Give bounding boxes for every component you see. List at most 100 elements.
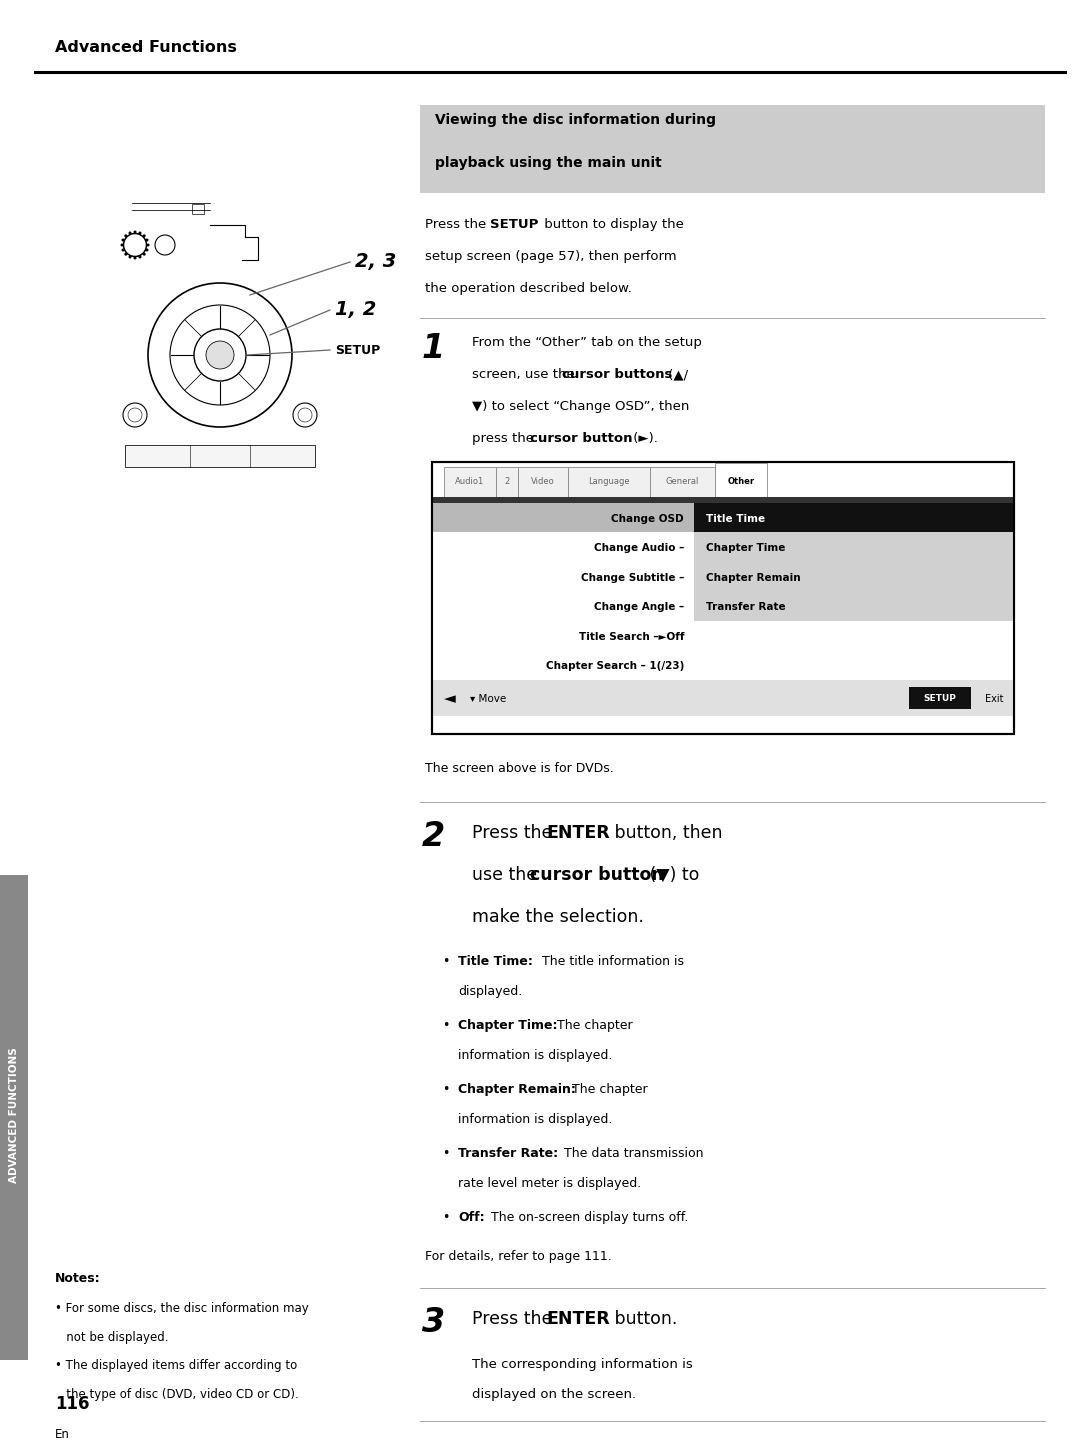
Text: not be displayed.: not be displayed. — [55, 1331, 168, 1344]
Text: Viewing the disc information during: Viewing the disc information during — [435, 113, 716, 127]
Bar — [715, 463, 767, 497]
Bar — [694, 502, 1014, 533]
Text: Transfer Rate: Transfer Rate — [706, 602, 785, 613]
Bar — [432, 502, 694, 533]
Text: Language: Language — [589, 478, 630, 487]
Text: (▼) to: (▼) to — [644, 866, 700, 883]
Text: Press the: Press the — [472, 1310, 558, 1328]
Circle shape — [121, 239, 124, 242]
Text: The on-screen display turns off.: The on-screen display turns off. — [487, 1211, 689, 1224]
Bar — [694, 533, 1014, 562]
Text: screen, use the: screen, use the — [472, 368, 579, 381]
Text: Notes:: Notes: — [55, 1271, 100, 1284]
Circle shape — [138, 232, 141, 235]
Circle shape — [146, 249, 149, 252]
Text: use the: use the — [472, 866, 542, 883]
Circle shape — [134, 230, 136, 233]
Bar — [909, 686, 971, 710]
Text: (►).: (►). — [629, 432, 658, 445]
Text: setup screen (page 57), then perform: setup screen (page 57), then perform — [426, 251, 677, 264]
Text: •: • — [443, 1147, 450, 1160]
Text: The data transmission: The data transmission — [561, 1147, 704, 1160]
Text: 3: 3 — [422, 1306, 445, 1339]
Text: cursor button: cursor button — [530, 866, 664, 883]
Text: Change OSD: Change OSD — [611, 514, 684, 524]
Bar — [444, 468, 496, 497]
Text: SETUP: SETUP — [490, 219, 538, 232]
Text: Transfer Rate:: Transfer Rate: — [458, 1147, 558, 1160]
Text: Chapter Time: Chapter Time — [706, 543, 785, 553]
Bar — [432, 462, 1014, 734]
Bar — [432, 533, 1014, 562]
Text: • For some discs, the disc information may: • For some discs, the disc information m… — [55, 1302, 309, 1315]
Text: The title information is: The title information is — [538, 956, 685, 969]
Text: Off:: Off: — [458, 1211, 485, 1224]
Circle shape — [124, 253, 127, 256]
Bar — [432, 621, 1014, 650]
Text: 2, 3: 2, 3 — [355, 252, 396, 272]
Circle shape — [134, 256, 136, 259]
Text: ▾ Move: ▾ Move — [470, 694, 507, 704]
Text: For details, refer to page 111.: For details, refer to page 111. — [426, 1250, 611, 1263]
Text: the type of disc (DVD, video CD or CD).: the type of disc (DVD, video CD or CD). — [55, 1387, 299, 1400]
Text: •: • — [443, 1083, 450, 1096]
Text: En: En — [55, 1428, 70, 1441]
Text: ENTER: ENTER — [546, 824, 610, 841]
Circle shape — [121, 243, 123, 246]
Circle shape — [138, 255, 141, 259]
Text: Press the: Press the — [472, 824, 558, 841]
Bar — [432, 591, 1014, 621]
Circle shape — [146, 239, 149, 242]
Text: Chapter Remain: Chapter Remain — [706, 573, 800, 582]
Text: The corresponding information is: The corresponding information is — [472, 1358, 692, 1371]
Text: •: • — [443, 956, 450, 969]
Circle shape — [129, 255, 132, 259]
Text: playback using the main unit: playback using the main unit — [435, 156, 662, 169]
Bar — [432, 462, 1014, 734]
Text: SETUP: SETUP — [923, 695, 957, 704]
Bar — [694, 562, 1014, 591]
Text: the operation described below.: the operation described below. — [426, 282, 632, 295]
Circle shape — [143, 235, 146, 237]
Text: Audio1: Audio1 — [456, 478, 485, 487]
Text: Other: Other — [728, 478, 755, 487]
Text: displayed.: displayed. — [458, 985, 523, 998]
Circle shape — [143, 253, 146, 256]
Text: button, then: button, then — [609, 824, 723, 841]
Text: Exit: Exit — [985, 694, 1003, 704]
Text: The chapter: The chapter — [567, 1083, 647, 1096]
Bar — [518, 468, 568, 497]
Text: press the: press the — [472, 432, 538, 445]
Text: button to display the: button to display the — [540, 219, 684, 232]
Text: Advanced Functions: Advanced Functions — [55, 41, 237, 55]
Text: SETUP: SETUP — [335, 343, 380, 356]
Bar — [568, 468, 650, 497]
Text: 1, 2: 1, 2 — [335, 301, 376, 320]
Text: Chapter Search – 1(/23): Chapter Search – 1(/23) — [545, 662, 684, 672]
Text: (▲/: (▲/ — [664, 368, 688, 381]
Text: Title Time: Title Time — [706, 514, 765, 524]
Text: ENTER: ENTER — [546, 1310, 610, 1328]
Circle shape — [206, 340, 234, 369]
Text: information is displayed.: information is displayed. — [458, 1114, 612, 1127]
Text: ◄: ◄ — [444, 692, 456, 707]
Text: displayed on the screen.: displayed on the screen. — [472, 1389, 636, 1402]
Bar — [125, 445, 315, 468]
Text: Change Angle –: Change Angle – — [594, 602, 684, 613]
Text: •: • — [443, 1019, 450, 1032]
Circle shape — [124, 235, 127, 237]
Text: Chapter Time:: Chapter Time: — [458, 1019, 557, 1032]
Text: Video: Video — [531, 478, 555, 487]
Text: cursor button: cursor button — [530, 432, 633, 445]
Text: 1: 1 — [422, 332, 445, 365]
Text: make the selection.: make the selection. — [472, 908, 644, 927]
Text: The chapter: The chapter — [553, 1019, 633, 1032]
Text: Change Audio –: Change Audio – — [594, 543, 684, 553]
Bar — [432, 562, 1014, 591]
Text: information is displayed.: information is displayed. — [458, 1048, 612, 1061]
Text: ADVANCED FUNCTIONS: ADVANCED FUNCTIONS — [10, 1047, 19, 1183]
Text: rate level meter is displayed.: rate level meter is displayed. — [458, 1177, 642, 1190]
Bar — [420, 106, 1045, 193]
Circle shape — [129, 232, 132, 235]
Text: 2: 2 — [422, 820, 445, 853]
